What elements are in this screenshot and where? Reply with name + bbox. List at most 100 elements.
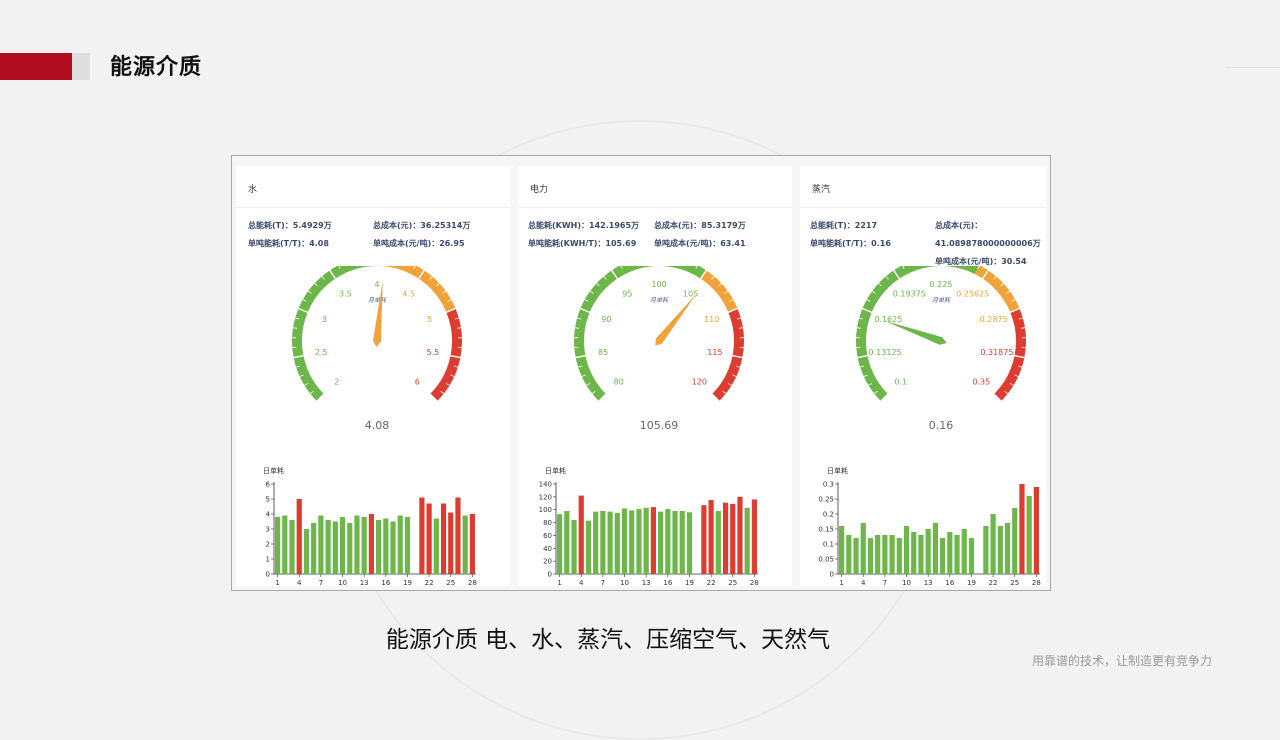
stat-unit-cost: 单吨成本(元/吨)：63.41 — [654, 238, 746, 249]
gauge-tick-label: 95 — [622, 290, 632, 299]
y-tick-label: 0 — [548, 571, 552, 579]
x-tick-label: 1 — [275, 579, 279, 586]
bar-day-13 — [644, 508, 649, 574]
gauge-tick-label: 90 — [601, 315, 611, 324]
x-tick-label: 7 — [319, 579, 323, 586]
bar-day-7 — [600, 511, 605, 574]
bar-day-19 — [687, 512, 692, 574]
bar-day-7 — [318, 516, 323, 575]
bar-day-26 — [737, 497, 742, 574]
gauge-tick-label: 2 — [334, 377, 339, 386]
stat-unit-consumption: 单吨能耗(KWH/T)：105.69 — [528, 238, 636, 249]
gauge-inner-label: 月单耗 — [650, 296, 669, 304]
bar-day-9 — [615, 513, 620, 574]
bar-day-4 — [861, 523, 866, 574]
bar-day-10 — [622, 508, 627, 574]
bar-day-1 — [557, 514, 562, 574]
y-tick-label: 0.25 — [818, 496, 834, 504]
x-tick-label: 10 — [902, 579, 911, 586]
footer-slogan: 用靠谱的技术，让制造更有竞争力 — [1032, 652, 1212, 669]
gauge-tick-label: 5.5 — [427, 348, 440, 357]
y-tick-label: 140 — [539, 481, 552, 489]
panel-steam: 蒸汽 总能耗(T)：2217 总成本(元)： 41.08987800000000… — [800, 166, 1046, 586]
bar-day-21 — [701, 505, 706, 574]
x-tick-label: 4 — [579, 579, 584, 586]
gauge-band-green — [579, 266, 703, 398]
bar-day-14 — [651, 507, 656, 574]
x-tick-label: 25 — [446, 579, 455, 586]
bar-day-22 — [709, 500, 714, 574]
bar-day-16 — [665, 509, 670, 574]
bar-day-28 — [470, 514, 475, 574]
bar-day-17 — [390, 522, 395, 575]
x-tick-label: 1 — [557, 579, 561, 586]
bar-day-1 — [275, 517, 280, 574]
gauge-tick-label: 0.1625 — [874, 315, 902, 324]
bar-day-16 — [383, 519, 388, 575]
bar-day-25 — [1012, 508, 1017, 574]
bar-day-28 — [752, 499, 757, 574]
bar-day-15 — [940, 538, 945, 574]
bar-day-12 — [636, 509, 641, 574]
bar-day-17 — [954, 535, 959, 574]
gauge-tick-label: 115 — [707, 348, 722, 357]
x-tick-label: 10 — [620, 579, 629, 586]
stat-total-consumption: 总能耗(KWH)：142.1965万 — [528, 220, 639, 231]
stat-total-consumption: 总能耗(T)：2217 — [810, 220, 877, 231]
y-tick-label: 2 — [266, 541, 270, 549]
header-divider — [1226, 67, 1280, 68]
x-tick-label: 28 — [1032, 579, 1041, 586]
bar-day-24 — [441, 504, 446, 575]
x-tick-label: 19 — [967, 579, 976, 586]
gauge-tick-label: 0.35 — [972, 377, 990, 386]
gauge-tick-label: 5 — [427, 315, 432, 324]
bar-day-14 — [369, 514, 374, 574]
bar-day-27 — [1027, 496, 1032, 574]
bar-day-14 — [933, 523, 938, 574]
stat-unit-consumption: 单吨能耗(T/T)：4.08 — [248, 238, 329, 249]
panel-divider — [518, 207, 792, 208]
x-tick-label: 25 — [728, 579, 737, 586]
bar-day-3 — [853, 538, 858, 574]
bar-day-8 — [326, 520, 331, 574]
gauge-band-orange — [377, 266, 451, 310]
title-accent-bar — [0, 53, 72, 80]
gauge-tick-label: 0.13125 — [869, 348, 902, 357]
bar-day-13 — [926, 529, 931, 574]
gauge-tick-label: 2.5 — [315, 348, 328, 357]
bar-day-6 — [875, 535, 880, 574]
bar-day-23 — [998, 526, 1003, 574]
bar-day-11 — [911, 532, 916, 574]
bar-day-24 — [1005, 523, 1010, 574]
bar-day-6 — [593, 512, 598, 574]
stat-total-cost: 总成本(元)：85.3179万 — [654, 220, 746, 231]
gauge-tick-label: 0.31875 — [980, 348, 1013, 357]
gauge-pointer — [885, 321, 947, 345]
bar-day-26 — [1019, 484, 1024, 574]
panel-title: 蒸汽 — [812, 182, 830, 195]
y-tick-label: 4 — [266, 511, 271, 519]
bar-day-22 — [427, 504, 432, 575]
gauge-tick-label: 4 — [374, 280, 379, 289]
bar-day-8 — [608, 512, 613, 574]
x-tick-label: 22 — [707, 579, 716, 586]
title-accent-bar-grey — [72, 53, 90, 80]
bar-day-25 — [448, 513, 453, 575]
bar-day-15 — [376, 520, 381, 574]
gauge-value: 0.16 — [929, 419, 954, 432]
panel-title: 水 — [248, 182, 257, 195]
bar-day-12 — [918, 535, 923, 574]
bar-chart-title: 日单耗 — [263, 466, 284, 475]
bar-day-2 — [564, 511, 569, 574]
x-tick-label: 16 — [663, 579, 672, 586]
bar-day-26 — [455, 498, 460, 575]
x-tick-label: 16 — [381, 579, 390, 586]
bar-day-27 — [463, 516, 468, 575]
bar-day-11 — [629, 510, 634, 574]
bar-day-19 — [405, 517, 410, 574]
y-tick-label: 120 — [539, 493, 552, 501]
slide-caption: 能源介质 电、水、蒸汽、压缩空气、天然气 — [0, 620, 1216, 654]
x-tick-label: 25 — [1010, 579, 1019, 586]
